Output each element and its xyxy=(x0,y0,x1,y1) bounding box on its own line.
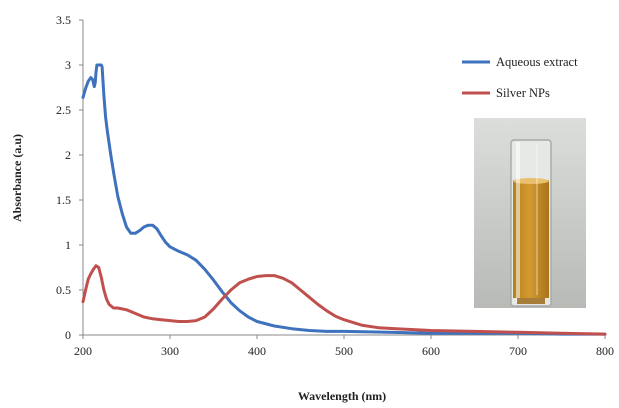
y-tick-label: 1 xyxy=(65,238,71,252)
y-tick-label: 0.5 xyxy=(56,283,71,297)
y-tick-label: 1.5 xyxy=(56,193,71,207)
legend-label-silver-nps: Silver NPs xyxy=(496,86,550,100)
y-tick-label: 2 xyxy=(65,148,71,162)
y-tick-label: 3.5 xyxy=(56,13,71,27)
legend: Aqueous extract Silver NPs xyxy=(462,55,578,100)
legend-label-aqueous-extract: Aqueous extract xyxy=(496,55,578,69)
x-tick-label: 800 xyxy=(596,344,614,358)
y-tick-label: 0 xyxy=(65,328,71,342)
x-tick-label: 300 xyxy=(161,344,179,358)
x-tick-label: 500 xyxy=(335,344,353,358)
y-axis-title: Absorbance (a.u) xyxy=(10,134,24,222)
x-tick-label: 400 xyxy=(248,344,266,358)
cuvette-photo-inset xyxy=(474,118,586,308)
y-tick-label: 3 xyxy=(65,58,71,72)
x-tick-label: 700 xyxy=(509,344,527,358)
x-tick-label: 600 xyxy=(422,344,440,358)
y-tick-label: 2.5 xyxy=(56,103,71,117)
series-line-silver-nps xyxy=(81,264,607,336)
series-line-aqueous-extract xyxy=(81,63,607,336)
x-axis-title: Wavelength (nm) xyxy=(298,389,386,403)
axes: 0 0.5 1 1.5 2 2.5 3 3.5 200 300 400 500 600 700 800 xyxy=(56,13,614,358)
series-layer xyxy=(81,63,607,336)
x-tick-label: 200 xyxy=(74,344,92,358)
